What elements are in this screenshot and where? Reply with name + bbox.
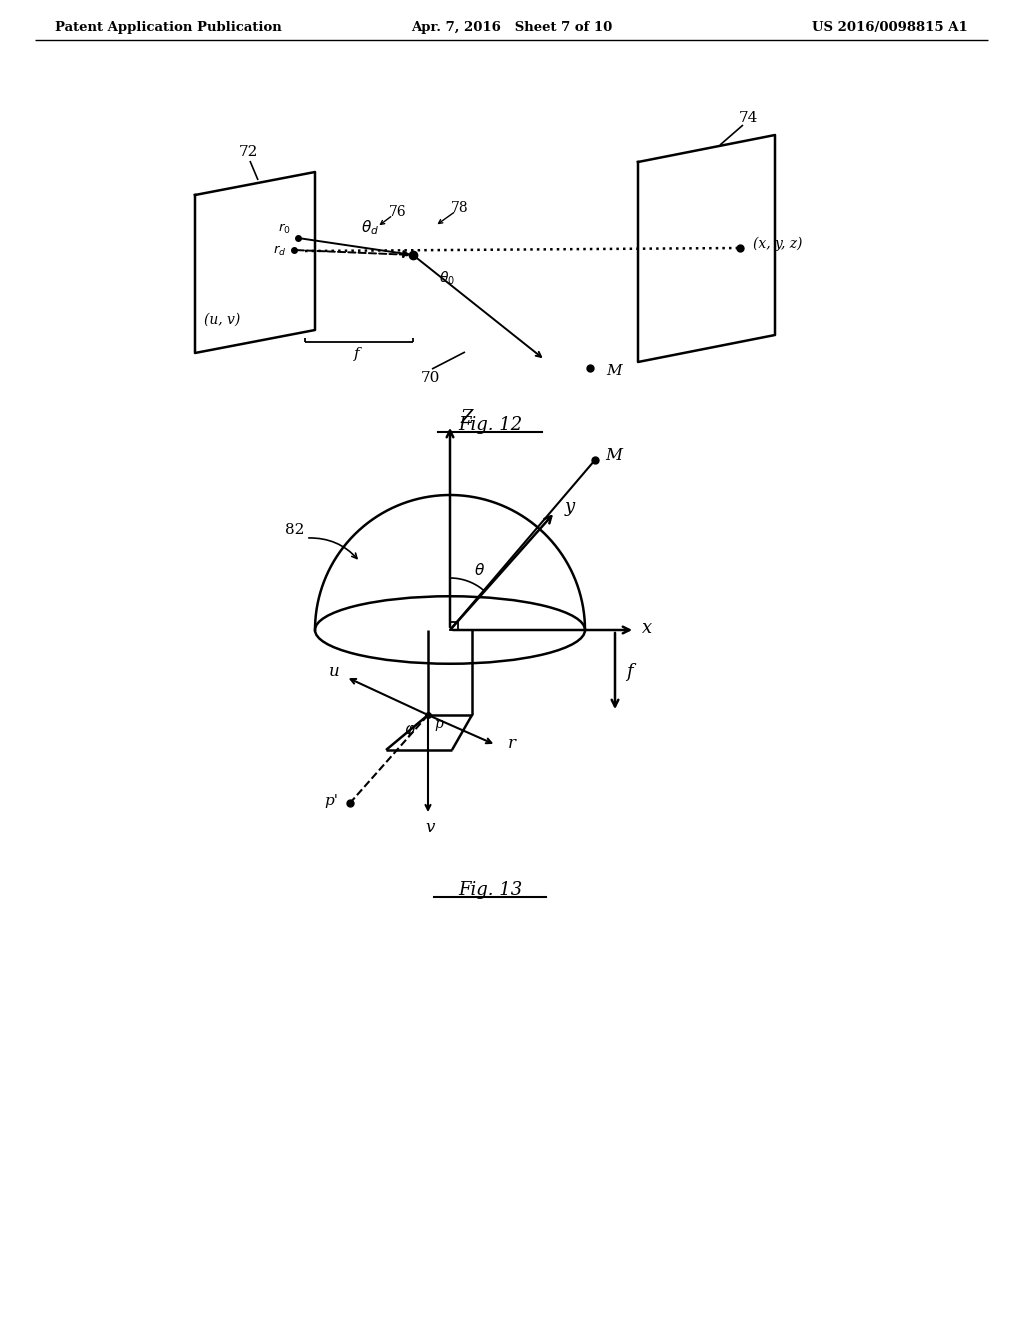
Text: r: r xyxy=(508,734,516,751)
Text: Z: Z xyxy=(460,409,472,426)
Text: 74: 74 xyxy=(738,111,758,125)
Text: $\theta_d$: $\theta_d$ xyxy=(360,219,379,238)
Text: $\varphi$: $\varphi$ xyxy=(404,723,416,739)
Text: M: M xyxy=(605,446,622,463)
Text: u: u xyxy=(329,664,339,681)
Text: $r_d$: $r_d$ xyxy=(273,244,287,257)
Text: M: M xyxy=(606,364,622,378)
Text: x: x xyxy=(642,619,652,638)
Text: 70: 70 xyxy=(420,371,439,385)
Text: p: p xyxy=(434,717,442,731)
Text: $r_0$: $r_0$ xyxy=(278,222,291,236)
Text: (u, v): (u, v) xyxy=(204,313,240,327)
Text: 76: 76 xyxy=(389,205,407,219)
Text: f: f xyxy=(626,663,633,681)
Text: f: f xyxy=(354,347,359,360)
Text: Fig. 13: Fig. 13 xyxy=(458,880,522,899)
Text: $\theta$: $\theta$ xyxy=(474,562,485,578)
Text: US 2016/0098815 A1: US 2016/0098815 A1 xyxy=(812,21,968,33)
Text: Fig. 12: Fig. 12 xyxy=(458,416,522,434)
Text: $\theta_0$: $\theta_0$ xyxy=(439,269,455,286)
Text: 72: 72 xyxy=(239,145,258,158)
Text: (x, y, z): (x, y, z) xyxy=(754,236,803,251)
Text: v: v xyxy=(425,820,434,837)
Text: p': p' xyxy=(324,795,338,808)
Text: 82: 82 xyxy=(286,523,305,537)
Text: Patent Application Publication: Patent Application Publication xyxy=(55,21,282,33)
Text: Apr. 7, 2016   Sheet 7 of 10: Apr. 7, 2016 Sheet 7 of 10 xyxy=(412,21,612,33)
Text: y: y xyxy=(565,498,575,516)
Text: 78: 78 xyxy=(452,201,469,215)
